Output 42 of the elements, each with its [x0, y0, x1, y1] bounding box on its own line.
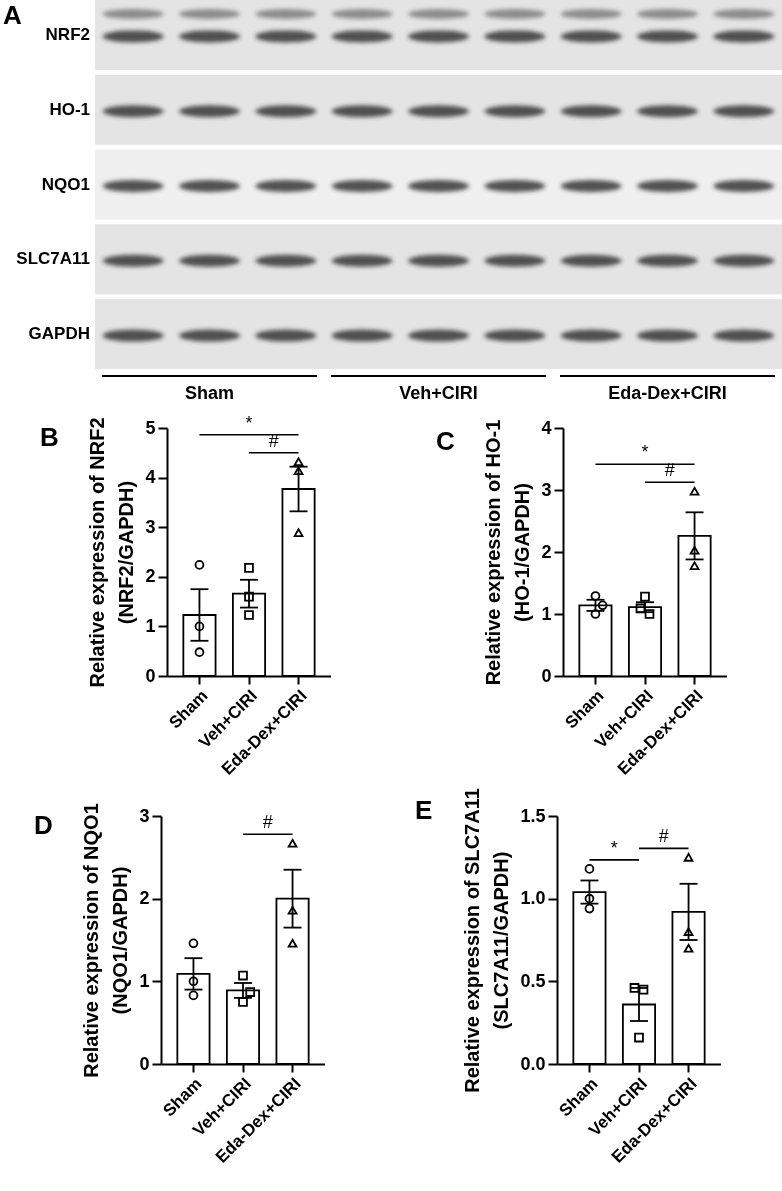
category-label: Veh+CIRI [398, 383, 479, 404]
y-tick-label: 0 [145, 665, 156, 686]
chart-title: D [33, 809, 53, 840]
y-tick-label: 4 [541, 417, 552, 438]
y-tick-label: 1.5 [520, 805, 546, 826]
y-tick-label: 2 [541, 541, 552, 562]
annotation: # [658, 826, 669, 847]
y-tick-label: 1.0 [520, 888, 546, 909]
y-tick-label: 3 [541, 479, 552, 500]
y-axis-title: Relative expression of NRF2 (NRF2/GAPDH) [86, 417, 138, 688]
y-tick-label: 2 [139, 888, 150, 909]
y-tick-label: 0 [139, 1053, 150, 1074]
y-tick-label: 0 [541, 665, 552, 686]
annotation: * [610, 837, 618, 858]
y-tick-label: 2 [145, 566, 156, 587]
y-tick-label: 4 [145, 467, 156, 488]
chart-title: C [435, 426, 455, 456]
y-tick-label: 0.5 [520, 970, 546, 991]
category-label: GAPDH [28, 324, 90, 344]
annotation: * [641, 442, 649, 463]
y-tick-label: 3 [145, 516, 156, 537]
y-tick-label: 3 [139, 805, 150, 826]
y-tick-label: 1 [139, 970, 150, 991]
category-label: NQO1 [41, 174, 90, 194]
annotation: # [268, 430, 279, 451]
category-label: HO-1 [49, 99, 90, 119]
annotation: * [245, 412, 253, 433]
y-axis-title: Relative expression of HO-1 (HO-1/GAPDH) [482, 419, 534, 686]
y-tick-label: 0.0 [520, 1053, 546, 1074]
y-axis-title: Relative expression of SLC7A11 (SLC7A11/GAPDH) [461, 788, 513, 1093]
chart-title: B [39, 421, 59, 452]
y-tick-label: 1 [541, 603, 552, 624]
y-tick-label: 5 [145, 417, 156, 438]
category-label: SLC7A11 [16, 249, 90, 269]
annotation: # [262, 812, 273, 833]
y-axis-title: Relative expression of NQO1 (NQO1/GAPDH) [80, 803, 132, 1078]
text: A [3, 0, 22, 30]
y-tick-label: 1 [145, 615, 156, 636]
category-label: Eda-Dex+CIRI [607, 383, 728, 404]
category-label: NRF2 [45, 25, 90, 44]
chart-title: E [414, 794, 433, 825]
category-label: Sham [184, 383, 235, 404]
